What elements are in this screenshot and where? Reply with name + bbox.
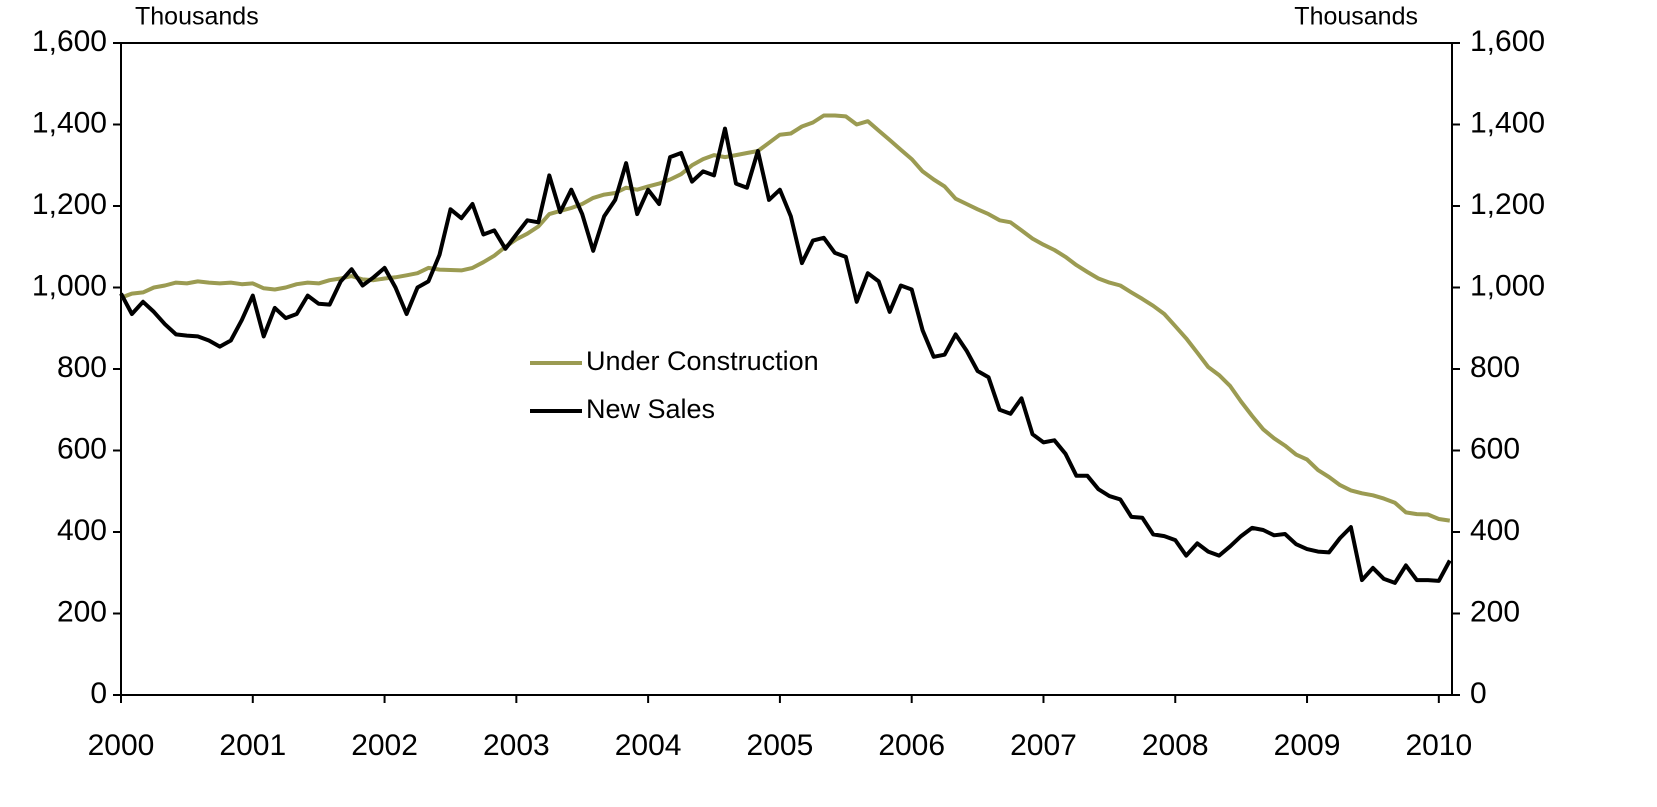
y-tick-label: 1,600: [32, 25, 107, 58]
x-tick-label: 2001: [219, 729, 286, 762]
y2-tick-label: 1,000: [1470, 269, 1545, 302]
series-line: [119, 126, 1452, 585]
x-tick-label: 2009: [1274, 729, 1341, 762]
y-tick-label: 0: [90, 677, 107, 710]
y-tick-label: 1,400: [32, 106, 107, 139]
y2-tick-label: 1,400: [1470, 106, 1545, 139]
y2-tick-label: 600: [1470, 432, 1520, 465]
y2-tick-label: 800: [1470, 351, 1520, 384]
y2-axis-label: Thousands: [1294, 3, 1418, 31]
y-tick-label: 600: [57, 432, 107, 465]
y2-tick-label: 200: [1470, 595, 1520, 628]
x-tick-label: 2007: [1010, 729, 1077, 762]
x-tick-label: 2000: [88, 729, 155, 762]
legend-label: Under Construction: [586, 346, 819, 376]
y-axis-label: Thousands: [135, 3, 259, 31]
y-tick-label: 200: [57, 595, 107, 628]
x-tick-label: 2010: [1405, 729, 1472, 762]
y-tick-label: 400: [57, 514, 107, 547]
y2-tick-label: 1,200: [1470, 188, 1545, 221]
y2-tick-label: 0: [1470, 677, 1487, 710]
y2-tick-label: 1,600: [1470, 25, 1545, 58]
x-tick-label: 2006: [878, 729, 945, 762]
x-tick-label: 2005: [747, 729, 814, 762]
x-tick-label: 2008: [1142, 729, 1209, 762]
y-tick-label: 1,200: [32, 188, 107, 221]
y-tick-label: 800: [57, 351, 107, 384]
y-tick-label: 1,000: [32, 269, 107, 302]
legend-label: New Sales: [586, 394, 715, 424]
x-tick-label: 2002: [351, 729, 418, 762]
series-line: [120, 113, 1451, 523]
x-tick-label: 2003: [483, 729, 550, 762]
x-tick-label: 2004: [615, 729, 682, 762]
y2-tick-label: 400: [1470, 514, 1520, 547]
